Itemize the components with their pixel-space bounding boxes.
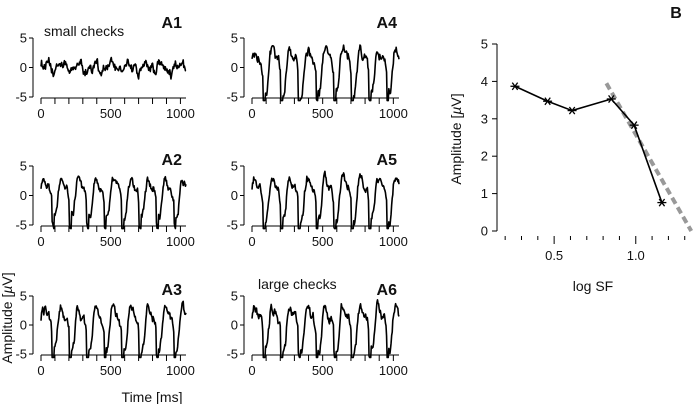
trace-line [251,299,400,359]
panel-label: A3 [162,282,183,299]
y-tick-label: 5 [20,31,27,46]
b-y-tick-label: 4 [481,74,488,89]
panel-a2: -5 0 5 0 500 1000 A2 [15,152,194,249]
y-tick-label: 0 [231,188,238,203]
x-tick-label: 1000 [166,363,195,378]
x-tick-label: 1000 [166,106,195,121]
b-data-point [543,97,553,106]
x-tick-label: 500 [312,363,334,378]
y-tick-label: 5 [20,159,27,174]
panel-annotation: small checks [44,23,124,39]
y-tick-label: 5 [231,289,238,304]
b-y-tick-label: 5 [481,37,488,52]
b-y-axis-title: Amplitude [µV] [448,93,464,184]
b-data-point [510,82,520,91]
b-y-tick-label: 1 [481,186,488,201]
b-y-tick-label: 2 [481,149,488,164]
a-y-axis-title: Amplitude [µV] [0,272,15,363]
y-tick-label: 0 [231,60,238,75]
b-y-tick-label: 0 [481,224,488,239]
b-data-point [629,121,639,130]
x-tick-label: 0 [37,234,44,249]
b-data-point [567,106,577,115]
y-tick-label: 5 [20,289,27,304]
x-tick-label: 0 [37,363,44,378]
trace-line [40,300,187,359]
b-regression-line [604,82,693,232]
x-tick-label: 0 [37,106,44,121]
b-x-axis-title: log SF [573,278,613,294]
b-data-point [606,94,616,103]
y-tick-label: -5 [15,347,27,362]
trace-line [40,56,187,80]
panel-group-b: B 0 1 2 3 4 5 0.5 1.0 [481,5,693,263]
y-tick-label: -5 [226,347,238,362]
panel-a3: -5 0 5 0 500 1000 A3 [15,282,194,378]
b-x-tick-label: 0.5 [545,248,563,263]
panel-label: A1 [162,15,183,32]
y-tick-label: -5 [15,90,27,105]
panel-label: A6 [377,282,398,299]
y-tick-label: 5 [231,159,238,174]
y-tick-label: 0 [20,60,27,75]
a-x-axis-title: Time [ms] [122,389,183,404]
x-tick-label: 1000 [379,106,408,121]
y-tick-label: 5 [231,31,238,46]
panel-a5: -5 0 5 0 500 1000 A5 [226,152,407,249]
trace-line [251,44,400,102]
y-tick-label: -5 [226,90,238,105]
x-tick-label: 0 [248,234,255,249]
b-x-tick-label: 1.0 [627,248,645,263]
y-tick-label: -5 [226,218,238,233]
y-tick-label: 0 [231,318,238,333]
x-tick-label: 500 [312,234,334,249]
panel-a4: -5 0 5 0 500 1000 A4 [226,15,407,121]
x-tick-label: 500 [100,106,122,121]
panel-label: A4 [377,15,398,32]
x-tick-label: 0 [248,363,255,378]
trace-line [251,170,400,230]
panel-annotation: large checks [258,276,337,292]
x-tick-label: 1000 [379,234,408,249]
x-tick-label: 0 [248,106,255,121]
panel-label: A2 [162,152,183,169]
x-tick-label: 1000 [166,234,195,249]
y-tick-label: 0 [20,188,27,203]
trace-line [40,175,187,230]
b-series-line [514,85,663,203]
panel-label-b: B [670,5,682,22]
b-y-tick-label: 3 [481,111,488,126]
x-tick-label: 500 [312,106,334,121]
x-tick-label: 500 [100,234,122,249]
x-tick-label: 500 [100,363,122,378]
panel-label: A5 [377,152,398,169]
panel-a1: -5 0 5 0 500 1000 A1 small checks [15,15,194,121]
y-tick-label: -5 [15,218,27,233]
b-data-point [657,198,667,207]
x-tick-label: 1000 [379,363,408,378]
y-tick-label: 0 [20,318,27,333]
panel-a6: -5 0 5 0 500 1000 A6 large checks [226,276,407,378]
